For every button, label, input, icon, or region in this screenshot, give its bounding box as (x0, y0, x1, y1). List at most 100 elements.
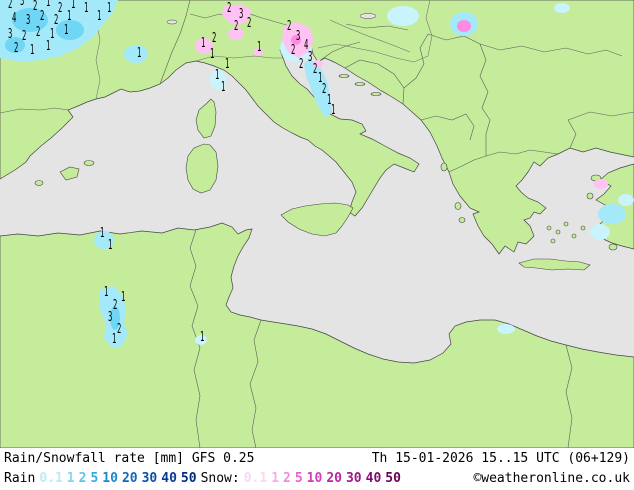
legend-scales: Rain 0.1 1 2 5 10 20 30 40 50 Snow: 0.1 1 2 5 10 20 30… (4, 469, 401, 488)
station-value: 1 (67, 9, 71, 24)
legend-value: 50 (385, 471, 401, 486)
station-value: 3 (20, 0, 24, 9)
station-value: 1 (137, 46, 141, 61)
station-value: 1 (221, 80, 225, 95)
legend-value: 50 (180, 471, 197, 486)
island-cyclades (580, 225, 586, 231)
island-kefalonia (454, 202, 462, 210)
station-value: 1 (97, 9, 101, 24)
legend-value: 1 (271, 471, 280, 486)
station-value: 3 (8, 27, 12, 42)
station-value: 1 (112, 332, 116, 347)
island-dalmatia (338, 74, 350, 78)
island-dalmatia (370, 92, 382, 96)
station-value: 1 (331, 103, 335, 118)
station-value: 1 (104, 285, 108, 300)
station-value: 2 (113, 298, 117, 313)
rain-precipitation-patches (0, 0, 634, 348)
footer-row-legend: Rain 0.1 1 2 5 10 20 30 40 50 Snow: 0.1 1 2 5 10 20 30… (4, 469, 630, 488)
footer-row-title: Rain/Snowfall rate [mm] GFS 0.25 Th 15-0… (4, 449, 630, 468)
station-value: 2 (247, 16, 251, 31)
island-sicily (280, 202, 354, 237)
country-borders (0, 0, 634, 448)
station-value: 2 (14, 41, 18, 56)
station-value: 1 (84, 1, 88, 16)
station-value: 1 (46, 0, 50, 10)
lake-balaton (359, 13, 377, 19)
island-crete (518, 258, 591, 271)
legend-value: 20 (121, 471, 138, 486)
copyright: ©weatheronline.co.uk (473, 471, 630, 486)
valid-time: Th 15-01-2026 15..15 UTC (06+129) (371, 451, 630, 466)
island-dalmatia (354, 82, 366, 86)
station-value: 1 (108, 238, 112, 253)
island-corfu (440, 162, 448, 172)
legend-value: 30 (141, 471, 158, 486)
snow-legend-label: Snow: (200, 471, 240, 486)
island-sardinia (185, 143, 219, 194)
island-chios (586, 192, 594, 200)
legend-footer: Rain/Snowfall rate [mm] GFS 0.25 Th 15-0… (0, 448, 634, 490)
legend-value: 30 (345, 471, 362, 486)
island-cyclades (563, 221, 569, 227)
station-value: 1 (215, 68, 219, 83)
station-value: 1 (201, 36, 205, 51)
legend-value: 20 (326, 471, 342, 486)
legend-value: 10 (102, 471, 118, 486)
station-value: 1 (46, 39, 50, 54)
lakes (166, 13, 377, 25)
station-value: 1 (50, 27, 54, 42)
station-value: 2 (322, 82, 326, 97)
legend-value: 40 (161, 471, 177, 486)
legend-value: 0.1 (39, 471, 63, 486)
legend-value: 5 (90, 471, 99, 486)
snow-scale-values: 0.1 1 2 5 10 20 30 40 50 (244, 469, 401, 488)
station-value: 3 (296, 29, 300, 44)
lake-geneva (166, 19, 178, 25)
station-value: 2 (58, 1, 62, 16)
station-value: 2 (54, 13, 58, 28)
station-value: 1 (71, 0, 75, 12)
station-value: 2 (234, 19, 238, 34)
station-value: 3 (239, 7, 243, 22)
station-value: 2 (36, 25, 40, 40)
station-value: 1 (200, 330, 204, 345)
islands (34, 74, 618, 271)
island-mallorca (59, 166, 80, 181)
legend-value: 10 (306, 471, 323, 486)
legend-value: 2 (78, 471, 87, 486)
legend-value: 5 (294, 471, 303, 486)
landmass-europe (0, 0, 634, 255)
island-cyclades (555, 229, 561, 235)
legend-value: 0.1 (243, 471, 268, 486)
legend-value: 1 (66, 471, 75, 486)
island-cyclades (571, 233, 577, 239)
station-value: 3 (26, 13, 30, 28)
station-value: 2 (299, 57, 303, 72)
station-value: 2 (40, 9, 44, 24)
legend-value: 2 (283, 471, 291, 486)
station-value: 2 (33, 0, 37, 14)
station-value: 1 (225, 57, 229, 72)
station-value: 1 (327, 93, 331, 108)
island-cyclades (550, 238, 556, 244)
snow-precipitation-patches (195, 4, 608, 189)
station-value: 1 (121, 290, 125, 305)
rain-scale-values: 0.1 1 2 5 10 20 30 40 50 (39, 469, 196, 488)
station-value: 2 (291, 43, 295, 58)
station-value: 2 (313, 62, 317, 77)
landmass-africa (0, 222, 634, 448)
island-ibiza (34, 180, 44, 186)
station-value: 2 (212, 31, 216, 46)
station-value: 3 (308, 50, 312, 65)
station-value: 1 (107, 1, 111, 16)
station-value: 1 (318, 71, 322, 86)
station-value: 1 (257, 40, 261, 55)
station-value: 1 (30, 43, 34, 58)
station-value: 1 (100, 226, 104, 241)
island-corsica (195, 98, 217, 139)
island-menorca (83, 160, 95, 166)
